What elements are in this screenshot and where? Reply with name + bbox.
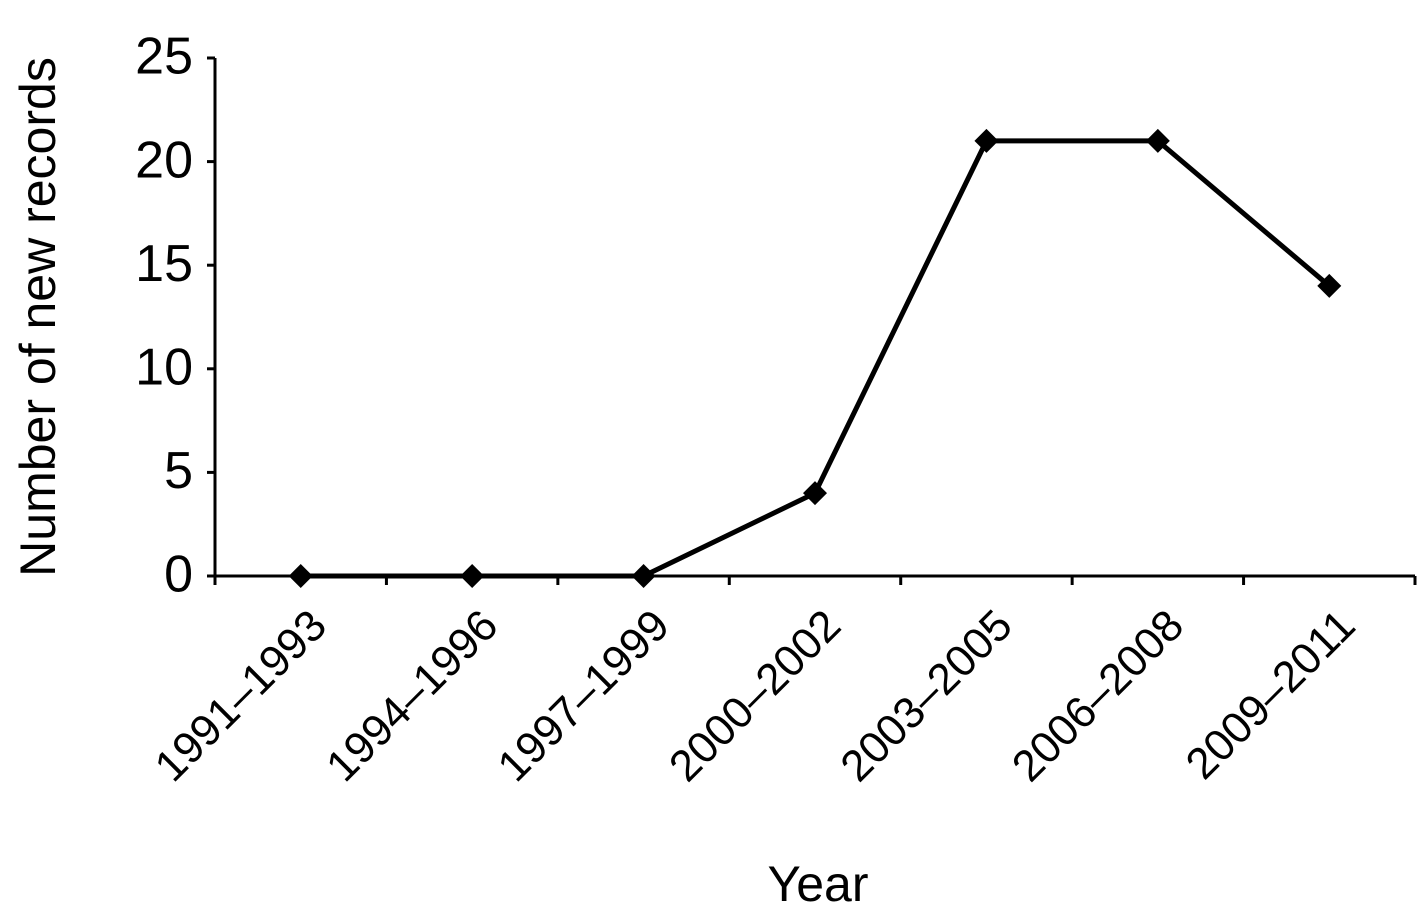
y-tick-label: 5 [164, 442, 193, 500]
line [300, 138, 1331, 579]
marker [1145, 128, 1170, 153]
x-tick-label: 2000–2002 [660, 601, 850, 791]
x-tick-label: 1994–1996 [317, 601, 507, 791]
marker [460, 564, 485, 588]
y-axis-label: Number of new records [10, 57, 66, 577]
marker [288, 564, 313, 588]
y-tick-label: 10 [135, 339, 193, 397]
marker [974, 128, 999, 153]
x-tick-label: 1991–1993 [146, 601, 336, 791]
marker [631, 564, 656, 588]
x-tick-label: 2003–2005 [831, 601, 1021, 791]
y-tick-label: 0 [164, 546, 193, 604]
x-axis-label: Year [767, 856, 868, 912]
y-tick-label: 15 [135, 235, 193, 293]
x-tick-label: 2006–2008 [1003, 601, 1193, 791]
y-tick-label: 25 [135, 28, 193, 86]
y-tick-label: 20 [135, 131, 193, 189]
x-tick-label: 2009–2011 [1176, 601, 1364, 789]
marker [1317, 273, 1342, 298]
marker [803, 481, 827, 506]
x-tick-label: 1997–1999 [488, 601, 678, 791]
